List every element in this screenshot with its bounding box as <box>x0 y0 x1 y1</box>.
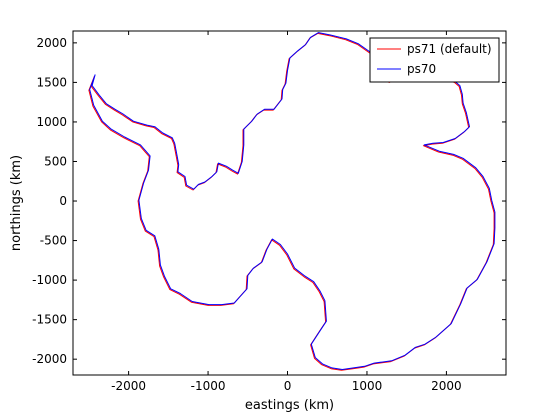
legend: ps71 (default) ps70 <box>369 37 500 83</box>
legend-label-ps70: ps70 <box>407 62 436 76</box>
y-tick-label: 0 <box>59 194 67 208</box>
ticks-layer: -2000 -1000 0 1000 2000 -2000 -1500 -1000 -500 0 5… <box>32 31 506 393</box>
x-tick-label: -1000 <box>191 379 226 393</box>
y-tick-label: 500 <box>44 154 67 168</box>
y-axis-label: northings (km) <box>9 155 24 251</box>
y-tick-label: -1500 <box>32 313 67 327</box>
y-tick-label: -2000 <box>32 352 67 366</box>
x-tick-label: 2000 <box>431 379 462 393</box>
y-tick-label: -500 <box>40 234 67 248</box>
plot-area <box>72 30 507 376</box>
x-axis-label: eastings (km) <box>245 398 334 413</box>
legend-label-ps71: ps71 (default) <box>407 42 492 56</box>
x-tick-label: 0 <box>284 379 292 393</box>
x-tick-label: 1000 <box>352 379 383 393</box>
x-tick-label: -2000 <box>111 379 146 393</box>
legend-box <box>369 37 500 83</box>
y-tick-label: 2000 <box>36 36 67 50</box>
series-line-ps71 <box>88 32 495 371</box>
y-tick-label: -1000 <box>32 273 67 287</box>
series-line-ps70 <box>89 32 496 370</box>
y-tick-label: 1000 <box>36 115 67 129</box>
y-tick-label: 1500 <box>36 75 67 89</box>
series-layer <box>88 32 496 371</box>
